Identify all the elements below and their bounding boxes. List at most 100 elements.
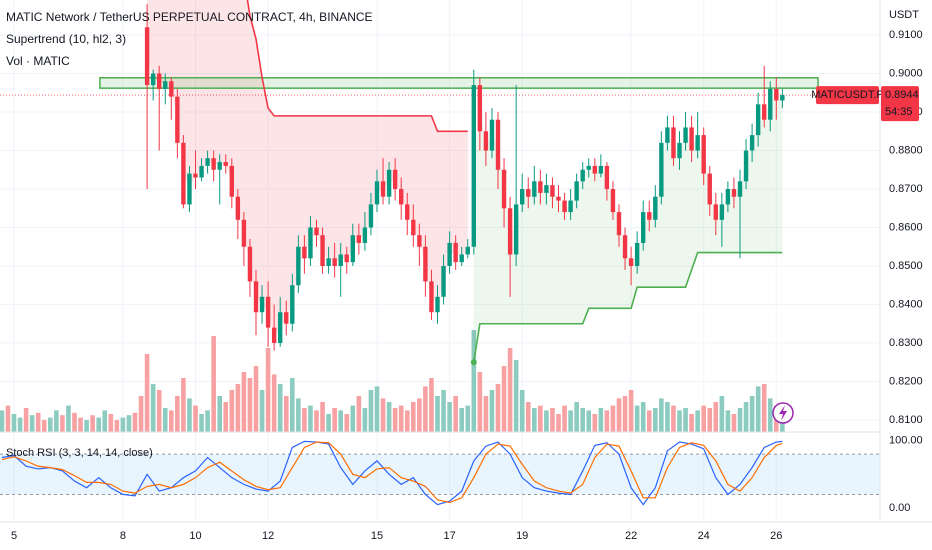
volume-bar — [175, 396, 180, 432]
volume-bar — [84, 420, 89, 432]
candle-body — [755, 104, 761, 136]
volume-bar — [568, 410, 573, 432]
volume-bar — [253, 366, 259, 432]
volume-bar — [102, 410, 108, 432]
volume-bar — [314, 410, 319, 432]
volume-bar — [169, 410, 174, 432]
candle-body — [483, 131, 489, 151]
volume-bar — [477, 372, 483, 432]
x-tick-label: 26 — [770, 530, 782, 542]
candle-body — [235, 196, 241, 220]
candle-body — [737, 181, 743, 197]
candle-body — [465, 246, 470, 255]
volume-bar — [187, 398, 192, 432]
zone-box — [99, 77, 819, 89]
volume-bar — [580, 408, 585, 432]
candle-body — [278, 312, 283, 343]
price-label-box — [881, 86, 919, 122]
volume-bar — [48, 417, 53, 432]
volume-bar — [695, 410, 700, 432]
volume-bar — [277, 384, 283, 432]
stoch-title: Stoch RSI (3, 3, 14, 14, close) — [6, 447, 153, 459]
volume-bar — [162, 408, 168, 432]
countdown-label: 54:35 — [885, 106, 913, 118]
candle-body — [374, 181, 380, 205]
volume-bar — [665, 402, 670, 432]
candle-body — [259, 296, 265, 313]
volume-bar — [725, 410, 731, 432]
supertrend-fill — [473, 94, 783, 363]
volume-bar — [598, 408, 604, 432]
volume-bar — [205, 410, 210, 432]
candle-body — [417, 235, 422, 247]
volume-bar — [320, 402, 325, 432]
candle-body — [314, 227, 319, 236]
y-tick-label: 0.9000 — [889, 67, 923, 79]
volume-bar — [519, 390, 525, 432]
candle-body — [520, 189, 525, 205]
candle-body — [296, 246, 301, 286]
volume-bar — [429, 378, 434, 432]
alert-icon[interactable] — [772, 402, 794, 424]
alert-bolt[interactable] — [779, 405, 787, 421]
candle-body — [586, 165, 591, 170]
volume-bar — [550, 408, 555, 432]
candle-body — [205, 158, 210, 166]
volume-bar — [108, 414, 114, 432]
candle-body — [513, 204, 519, 255]
volume-bar — [17, 417, 23, 432]
candle-body — [774, 88, 779, 101]
volume-bar — [374, 386, 380, 432]
candle-body — [326, 258, 331, 267]
candle-body — [495, 119, 501, 170]
volume-bar — [362, 408, 368, 432]
volume-bar — [247, 378, 253, 432]
stoch-line — [1, 440, 783, 506]
candle-body — [689, 127, 694, 151]
indicator-label: Vol · MATIC — [6, 54, 70, 68]
volume-bar — [701, 405, 706, 432]
x-tick-label: 5 — [11, 530, 17, 542]
volume-bar — [586, 410, 592, 432]
candle-body — [217, 162, 222, 170]
supertrend-fill — [147, 0, 468, 336]
candle-body — [187, 173, 192, 205]
candle-body — [780, 95, 785, 101]
candle-body — [223, 162, 228, 166]
candle-body — [290, 285, 295, 324]
candle-body — [241, 219, 247, 247]
volume-bar — [423, 386, 428, 432]
volume-bar — [592, 414, 598, 432]
volume-bar — [29, 415, 35, 432]
volume-bar — [308, 405, 313, 432]
candle-body — [163, 81, 168, 89]
y-tick-label: 0.8800 — [889, 144, 923, 156]
y-tick-label: 0.8100 — [889, 414, 923, 426]
volume-bar — [453, 396, 458, 432]
y-tick-label: 0.8200 — [889, 375, 923, 387]
candle-body — [150, 73, 156, 86]
volume-bar — [471, 330, 477, 432]
volume-bar — [259, 390, 265, 432]
candle-body — [574, 181, 579, 201]
volume-bar — [217, 396, 222, 432]
candle-body — [169, 81, 174, 97]
candle-body — [175, 96, 180, 143]
volume-bar — [338, 410, 343, 432]
volume-bar — [646, 410, 652, 432]
candle-body — [647, 212, 652, 220]
candle-body — [350, 235, 355, 263]
volume-bar — [532, 408, 537, 432]
y-tick-label: 0.00 — [889, 502, 910, 514]
symbol-label: MATICUSDT.P — [811, 89, 884, 101]
volume-bar — [144, 354, 150, 432]
volume-bar — [235, 384, 241, 432]
candle-body — [762, 104, 767, 120]
candle-body — [284, 312, 289, 324]
volume-bar — [398, 405, 404, 432]
candle-body — [453, 242, 458, 263]
candle-body — [719, 204, 725, 220]
volume-bar — [0, 410, 5, 432]
y-tick-label: 0.9100 — [889, 29, 923, 41]
